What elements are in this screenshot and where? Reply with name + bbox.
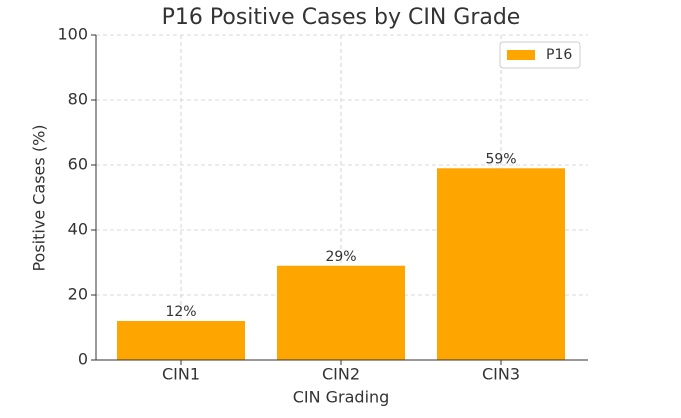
y-tick-label: 20 <box>68 285 88 304</box>
value-label: 59% <box>485 151 516 167</box>
y-tick-label: 0 <box>78 350 88 369</box>
x-tick-label: CIN2 <box>322 365 360 384</box>
bar <box>277 265 405 360</box>
bar <box>437 168 565 360</box>
chart-title: P16 Positive Cases by CIN Grade <box>162 5 521 30</box>
legend-label: P16 <box>546 47 572 63</box>
bar <box>117 321 245 360</box>
x-tick-label: CIN3 <box>482 365 520 384</box>
y-tick-label: 40 <box>68 220 88 239</box>
marks <box>117 168 565 360</box>
y-axis-label: Positive Cases (%) <box>30 124 49 271</box>
value-label: 12% <box>165 304 196 320</box>
y-tick-label: 80 <box>68 90 88 109</box>
x-tick-label: CIN1 <box>162 365 200 384</box>
legend-swatch <box>507 50 535 60</box>
y-tick-label: 60 <box>68 155 88 174</box>
legend: P16 <box>499 41 581 69</box>
y-tick-label: 100 <box>57 25 88 44</box>
x-axis-label: CIN Grading <box>293 388 390 407</box>
value-label: 29% <box>325 249 356 265</box>
legend-box <box>499 41 581 69</box>
